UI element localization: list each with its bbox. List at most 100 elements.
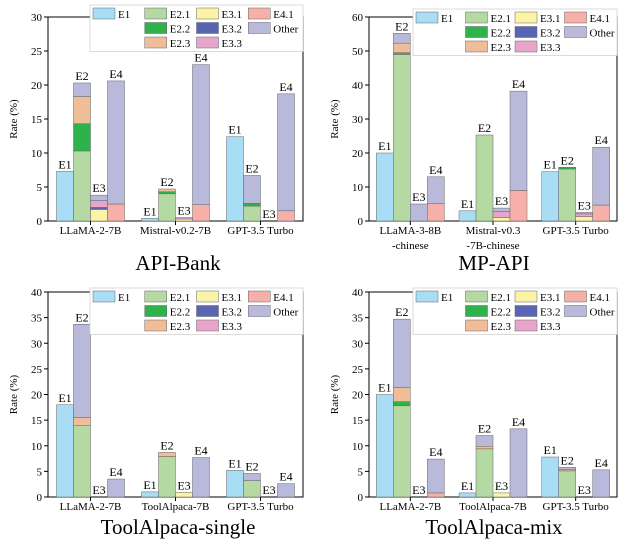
toolalpaca-single-bar-e2-e2-1 xyxy=(158,456,176,498)
mp-api-category-label: Mistral-v0.3 xyxy=(466,225,521,237)
api-bank-bar-label: E2 xyxy=(75,69,88,83)
api-bank-category-label: Mistral-v0.2-7B xyxy=(140,225,211,237)
toolalpaca-mix-bar-label: E2 xyxy=(478,422,491,436)
api-bank-legend-swatch-other xyxy=(248,22,271,34)
mp-api-bar-e4-other xyxy=(509,90,528,191)
toolalpaca-mix-legend-label-e2-3: E2.3 xyxy=(491,321,512,333)
toolalpaca-single-category-label: LLaMA-2-7B xyxy=(60,501,122,513)
mp-api-ytick-label: 40 xyxy=(352,80,364,92)
toolalpaca-mix-bar-e2-other xyxy=(393,318,411,388)
api-bank-bar-label: E1 xyxy=(143,204,156,218)
toolalpaca-mix-bar-e2-e2-3 xyxy=(393,387,411,402)
mp-api-legend-label-e3-1: E3.1 xyxy=(540,13,560,25)
toolalpaca-mix-bar-e4-e4-1 xyxy=(427,492,445,498)
api-bank-bar-label: E4 xyxy=(279,80,292,94)
api-bank-bar-e1-e1 xyxy=(226,136,244,222)
toolalpaca-mix-ytick-label: 35 xyxy=(352,313,364,325)
mp-api-bar-label: E4 xyxy=(594,133,607,147)
api-bank-legend-label-e3-1: E3.1 xyxy=(222,9,242,21)
toolalpaca-single-legend-swatch-e2-1 xyxy=(144,290,167,303)
toolalpaca-single-bar-e2-e2-1 xyxy=(73,425,91,498)
mp-api-category-label: -chinese xyxy=(392,240,429,252)
api-bank-legend-label-e2-1: E2.1 xyxy=(170,9,190,21)
mp-api-bar-e1-e1 xyxy=(458,210,477,222)
toolalpaca-single-bar-label: E3 xyxy=(177,478,190,492)
api-bank-legend-label-e4-1: E4.1 xyxy=(273,9,293,21)
api-bank-bar-e2-e2-1 xyxy=(73,150,91,222)
api-bank-chart: 0 5 10 15 20 25 30 Rate (%) LLaMA-2-7B E1 E2 E3 E4 Mi… xyxy=(8,4,304,275)
api-bank-ytick-label: 10 xyxy=(31,148,43,160)
api-bank-legend-label-e3-2: E3.2 xyxy=(222,24,242,36)
toolalpaca-mix-legend-swatch-e3-2 xyxy=(514,305,538,317)
mp-api-legend-swatch-e3-2 xyxy=(514,26,538,38)
mp-api-legend-swatch-e2-1 xyxy=(465,11,488,24)
api-bank-bar-label: E1 xyxy=(228,123,241,137)
toolalpaca-single-ytick-label: 25 xyxy=(31,364,43,376)
mp-api-chart: 0 10 20 30 40 50 60 Rate (%) LLaMA-3-8B -chinese E… xyxy=(329,8,618,275)
mp-api-legend-swatch-e2-2 xyxy=(465,26,488,38)
toolalpaca-single-bar-label: E2 xyxy=(245,459,258,473)
mp-api-bar-e3-other xyxy=(410,203,428,222)
toolalpaca-mix-category-label: ToolAlpaca-7B xyxy=(459,501,527,513)
toolalpaca-single-legend-label-e4-1: E4.1 xyxy=(273,292,293,304)
toolalpaca-mix-ytick-label: 15 xyxy=(352,415,364,427)
toolalpaca-single-legend-swatch-e3-2 xyxy=(196,305,219,317)
toolalpaca-single-legend-swatch-e2-2 xyxy=(144,305,167,317)
toolalpaca-mix-legend: E1 E2.1 E3.1 E4.1 E2.2 E3.2 Other E2.3 E3.3 xyxy=(412,287,618,335)
mp-api-legend-label-e3-2: E3.2 xyxy=(540,28,560,40)
mp-api-legend-swatch-e3-1 xyxy=(514,11,538,24)
toolalpaca-mix-bar-e2-e2-3 xyxy=(475,446,494,450)
api-bank-legend-label-e2-2: E2.2 xyxy=(170,24,190,36)
toolalpaca-single-legend-label-e3-1: E3.1 xyxy=(222,292,242,304)
toolalpaca-mix-bar-e4-other xyxy=(427,458,445,494)
mp-api-bar-e3-e3-1 xyxy=(492,217,511,222)
mp-api-bar-e2-e2-1 xyxy=(475,134,494,222)
api-bank-ytick-label: 5 xyxy=(37,182,43,194)
toolalpaca-mix-bar-label: E2 xyxy=(395,305,408,319)
toolalpaca-single-ytick-label: 40 xyxy=(31,287,43,299)
mp-api-bar-label: E3 xyxy=(495,194,508,208)
toolalpaca-mix-ytick-label: 10 xyxy=(352,441,364,453)
toolalpaca-mix-bar-e2-e2-1 xyxy=(475,448,494,498)
api-bank-bar-label: E1 xyxy=(58,157,71,171)
mp-api-bar-e3-other xyxy=(575,212,593,215)
toolalpaca-mix-legend-swatch-e2-3 xyxy=(465,319,488,332)
toolalpaca-mix-legend-label-e2-2: E2.2 xyxy=(491,307,511,319)
toolalpaca-mix-chart: 0 5 10 15 20 25 30 35 40 Rate (%) LLaMA-2-7B E1 E2 E3… xyxy=(329,287,618,539)
mp-api-bar-label: E3 xyxy=(577,199,590,213)
api-bank-bar-label: E4 xyxy=(194,51,207,65)
mp-api-ytick-label: 30 xyxy=(352,114,364,126)
api-bank-bar-e2-e2-3 xyxy=(73,96,91,125)
toolalpaca-mix-bar-e3-e3-1 xyxy=(492,492,511,498)
api-bank-bar-e2-e2-2 xyxy=(73,123,91,152)
toolalpaca-mix-legend-swatch-e2-2 xyxy=(465,305,488,317)
mp-api-legend-swatch-other xyxy=(564,26,587,38)
api-bank-category-label: GPT-3.5 Turbo xyxy=(227,225,294,237)
toolalpaca-single-bar-label: E4 xyxy=(279,470,292,484)
api-bank-bar-e3-e3-1 xyxy=(90,209,108,222)
toolalpaca-single-ytick-label: 35 xyxy=(31,313,43,325)
toolalpaca-mix-legend-label-e3-3: E3.3 xyxy=(540,321,561,333)
mp-api-ytick-label: 0 xyxy=(358,216,364,228)
toolalpaca-mix-bar-e2-e2-2 xyxy=(393,401,411,407)
api-bank-legend-label-other: Other xyxy=(273,24,298,36)
toolalpaca-mix-bar-label: E1 xyxy=(543,443,556,457)
toolalpaca-single-bar-label: E1 xyxy=(58,391,71,405)
mp-api-legend-label-e2-2: E2.2 xyxy=(491,28,511,40)
toolalpaca-mix-ytick-label: 40 xyxy=(352,287,364,299)
toolalpaca-mix-legend-swatch-e1 xyxy=(415,290,439,303)
mp-api-legend-label-e2-1: E2.1 xyxy=(491,13,511,25)
toolalpaca-single-legend-label-e3-2: E3.2 xyxy=(222,307,242,319)
toolalpaca-mix-bar-label: E4 xyxy=(512,415,525,429)
api-bank-bar-e3-e3-3 xyxy=(90,200,108,208)
toolalpaca-single-legend-swatch-e3-3 xyxy=(196,319,219,332)
toolalpaca-mix-bar-e4-other xyxy=(509,428,528,498)
toolalpaca-mix-bar-e2-e2-1 xyxy=(558,470,576,498)
toolalpaca-single-title: ToolAlpaca-single xyxy=(101,515,256,539)
mp-api-legend-label-e1: E1 xyxy=(441,13,453,25)
toolalpaca-mix-legend-label-e4-1: E4.1 xyxy=(590,292,610,304)
api-bank-bar-e2-e2-3 xyxy=(158,188,176,193)
toolalpaca-mix-bar-label: E3 xyxy=(412,483,425,497)
mp-api-y-axis-label: Rate (%) xyxy=(329,99,341,139)
